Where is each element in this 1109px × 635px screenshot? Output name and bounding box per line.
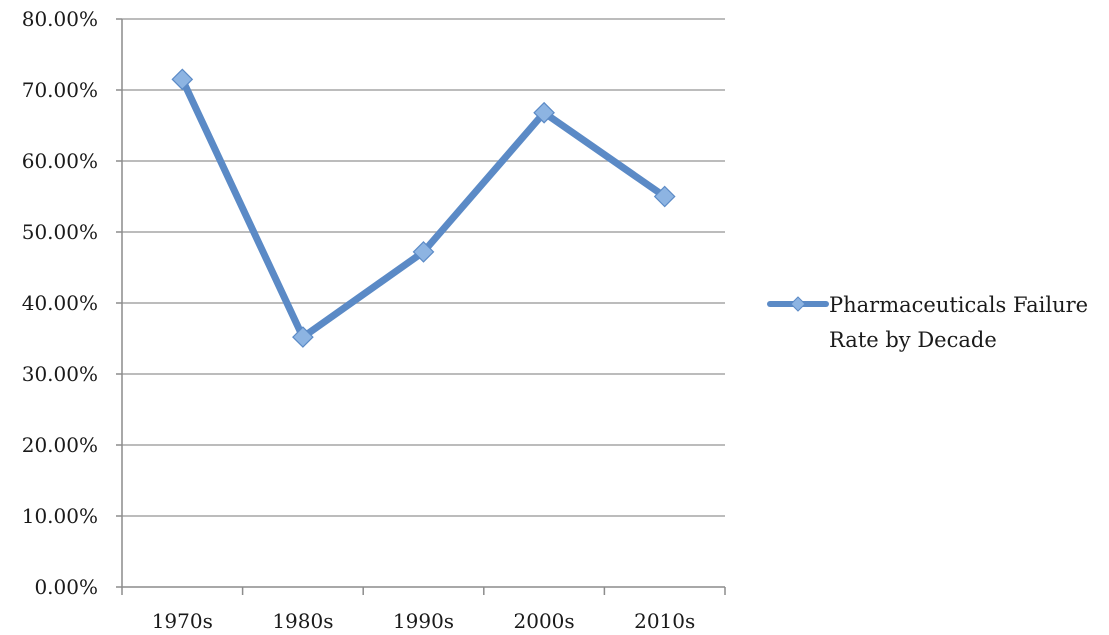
- legend: Pharmaceuticals Failure Rate by Decade: [767, 293, 1088, 352]
- y-tick-label: 50.00%: [22, 220, 98, 244]
- legend-label-line-1: Pharmaceuticals Failure: [829, 293, 1088, 317]
- series-group: [171, 68, 676, 348]
- x-tick-label: 1970s: [152, 609, 213, 633]
- y-tick-label: 60.00%: [22, 149, 98, 173]
- data-point-marker: [533, 101, 555, 124]
- y-tick-label: 30.00%: [22, 362, 98, 386]
- y-tick-labels: 0.00% 10.00% 20.00% 30.00% 40.00% 50.00% 60.00…: [22, 7, 122, 599]
- data-point-marker: [412, 241, 435, 263]
- x-tick-label: 1980s: [272, 609, 333, 633]
- data-point-marker: [171, 68, 194, 91]
- y-tick-label: 10.00%: [22, 504, 98, 528]
- x-tick-label: 2010s: [634, 609, 695, 633]
- y-tick-label: 0.00%: [34, 575, 98, 599]
- x-tick-label: 1990s: [393, 609, 454, 633]
- x-tick-label: 2000s: [514, 609, 575, 633]
- series-line: [178, 75, 669, 341]
- data-point-marker: [292, 326, 314, 348]
- y-tick-label: 40.00%: [22, 291, 98, 315]
- gridlines: [122, 18, 725, 517]
- x-tick-labels: 1970s 1980s 1990s 2000s 2010s: [121, 587, 726, 633]
- data-point-marker: [653, 185, 676, 208]
- y-tick-label: 70.00%: [22, 78, 98, 102]
- legend-marker: [790, 296, 806, 312]
- y-tick-label: 20.00%: [22, 433, 98, 457]
- y-tick-label: 80.00%: [22, 7, 98, 31]
- legend-label-line-2: Rate by Decade: [829, 328, 997, 352]
